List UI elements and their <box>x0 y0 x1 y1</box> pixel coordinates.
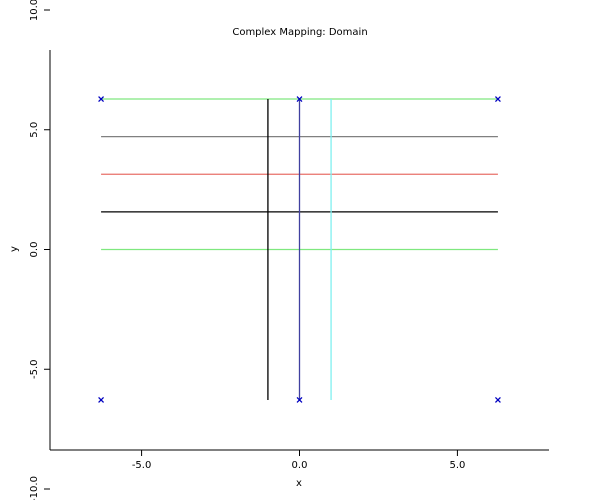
marker <box>98 96 105 102</box>
y-tick-label: 5.0 <box>29 122 40 138</box>
y-tick-label: -10.0 <box>29 476 40 500</box>
x-tick-label: -5.0 <box>132 460 152 471</box>
marker <box>98 397 105 403</box>
x-tick-label: 5.0 <box>449 460 465 471</box>
x-tick-label: 0.0 <box>292 460 308 471</box>
marker <box>494 96 501 102</box>
marker <box>296 397 303 403</box>
y-tick-label: 0.0 <box>29 242 40 258</box>
y-axis-label: y <box>9 246 20 252</box>
marker <box>296 96 303 102</box>
y-tick-label: -5.0 <box>29 359 40 379</box>
marker <box>494 397 501 403</box>
chart-title: Complex Mapping: Domain <box>232 27 367 38</box>
y-tick-label: 10.0 <box>29 0 40 21</box>
x-axis-label: x <box>296 478 302 489</box>
